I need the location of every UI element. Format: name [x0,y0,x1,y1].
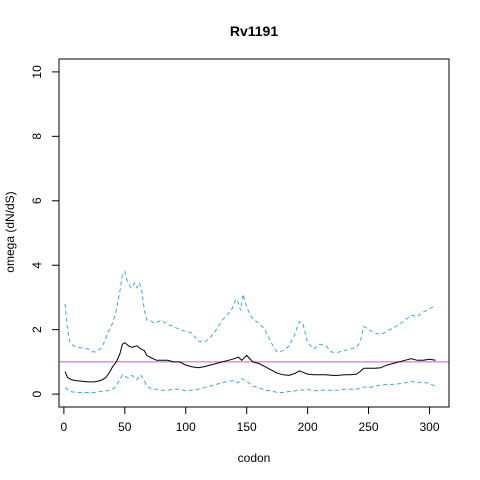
y-tick-label: 8 [30,133,44,140]
y-axis-title: omega (dN/dS) [3,191,17,272]
chart-title: Rv1191 [230,23,278,39]
y-tick-label: 4 [30,262,44,269]
plot-area [59,270,449,393]
x-tick-label: 250 [359,420,379,434]
x-axis: 0 50 100 150 200 250 300 [61,406,440,434]
x-tick-label: 50 [118,420,132,434]
x-tick-label: 300 [419,420,439,434]
omega-estimate-line [64,341,436,383]
y-axis: 0 2 4 6 8 10 [30,65,60,397]
upper-bound-line [64,270,436,353]
x-tick-label: 200 [298,420,318,434]
y-tick-label: 10 [30,65,44,79]
x-axis-title: codon [238,451,271,465]
x-tick-label: 150 [237,420,257,434]
y-tick-label: 2 [30,326,44,333]
x-tick-label: 100 [176,420,196,434]
y-tick-label: 0 [30,390,44,397]
x-tick-label: 0 [61,420,68,434]
y-tick-label: 6 [30,197,44,204]
lower-bound-line [64,373,436,393]
